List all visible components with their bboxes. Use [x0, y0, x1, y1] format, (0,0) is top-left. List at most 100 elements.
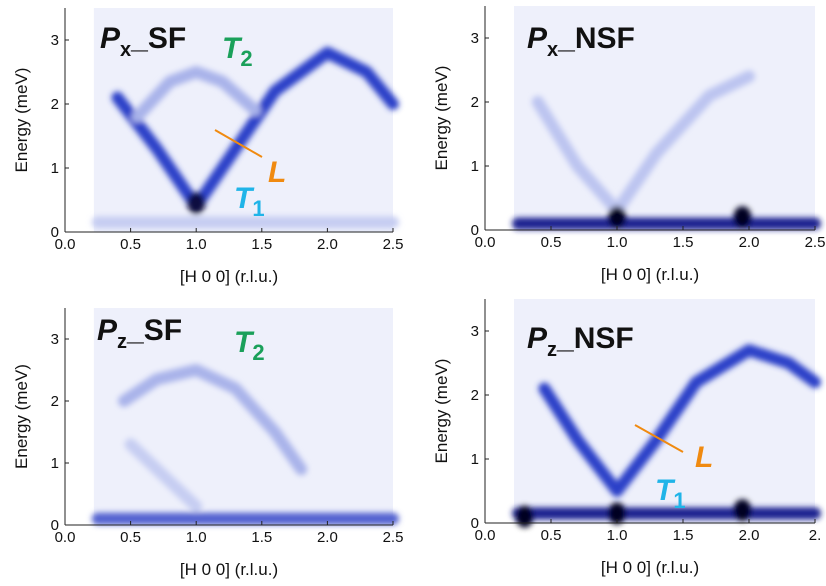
annotation-text: T [234, 326, 255, 359]
spot [733, 499, 752, 522]
x-tick-label: 2.5 [383, 529, 404, 546]
title-sub: z [547, 339, 557, 361]
x-tick-label: 1.0 [186, 236, 207, 253]
x-tick-label: 2.5 [805, 234, 826, 251]
y-tick-label: 1 [471, 451, 479, 468]
y-tick-label: 1 [51, 160, 59, 177]
dispersion-branch [124, 438, 203, 513]
x-tick-label: 1.0 [607, 234, 628, 251]
x-tick-label: 0.5 [541, 527, 562, 544]
title-letter: P [527, 322, 548, 355]
annotation: L [268, 156, 286, 189]
panel: 0.0 0.5 1.0 1.5 2.0 2.5 0 1 2 3 [H 0 0] (r.l.u.) En… [12, 8, 403, 286]
y-axis-label: Energy (meV) [432, 359, 451, 464]
plot-background [93, 8, 393, 232]
title-rest: _SF [126, 314, 182, 347]
x-tick-label: 1.0 [186, 529, 207, 546]
title-rest: _SF [130, 22, 186, 55]
y-tick-label: 2 [51, 393, 59, 410]
y-tick-label: 1 [51, 455, 59, 472]
annotation-text: T [222, 32, 243, 65]
x-tick-label: 2.0 [739, 527, 760, 544]
data-layer [91, 364, 399, 525]
data-layer [512, 70, 821, 230]
dispersion-branch [131, 66, 262, 123]
annotation-text: L [695, 441, 713, 474]
annotation: T2 [234, 326, 265, 365]
title-sub: x [547, 39, 558, 61]
spot [608, 206, 626, 229]
x-axis-label: [H 0 0] (r.l.u.) [180, 267, 278, 286]
x-tick-label: 0.5 [541, 234, 562, 251]
y-tick-label: 3 [471, 30, 479, 47]
y-axis-label: Energy (meV) [12, 364, 31, 469]
panel: 0.0 0.5 1.0 1.5 2.0 2.5 0 1 2 3 [H 0 0] (r.l.u.) En… [432, 6, 825, 284]
x-axis-label: [H 0 0] (r.l.u.) [180, 560, 278, 579]
y-tick-label: 3 [471, 323, 479, 340]
y-tick-label: 0 [471, 515, 479, 532]
annotation: T1 [234, 182, 265, 221]
x-tick-label: 1.5 [673, 527, 694, 544]
x-tick-label: 2.0 [317, 236, 338, 253]
x-tick-label: 2. [809, 527, 822, 544]
panel-title: Pz_SF [97, 314, 182, 353]
dispersion-branch [531, 70, 755, 217]
data-layer [512, 344, 821, 528]
title-rest: _NSF [556, 322, 634, 355]
y-tick-label: 3 [51, 331, 59, 348]
title-letter: P [527, 22, 548, 55]
x-tick-label: 1.0 [607, 527, 628, 544]
annotation: T2 [222, 32, 253, 71]
y-tick-label: 2 [471, 387, 479, 404]
annotation-sub: 1 [252, 196, 264, 221]
x-tick-label: 0.5 [120, 529, 141, 546]
y-axis-label: Energy (meV) [432, 66, 451, 171]
title-letter: P [100, 22, 121, 55]
dispersion-branch [538, 344, 821, 497]
y-tick-label: 3 [51, 32, 59, 49]
x-tick-label: 0.0 [475, 527, 496, 544]
panel-title: Pz_NSF [527, 322, 634, 361]
x-tick-label: 0.0 [55, 236, 76, 253]
x-tick-label: 1.5 [251, 529, 272, 546]
spot [733, 206, 752, 229]
y-tick-label: 0 [51, 517, 59, 534]
x-tick-label: 0.0 [475, 234, 496, 251]
x-tick-label: 1.5 [251, 236, 272, 253]
x-tick-label: 2.0 [739, 234, 760, 251]
panel-title: Px_NSF [527, 22, 635, 61]
y-tick-label: 0 [51, 224, 59, 241]
annotation-text: T [655, 474, 676, 507]
panel: 0.0 0.5 1.0 1.5 2.0 2.5 0 1 2 3 [H 0 0] (r.l.u.) En… [12, 308, 403, 579]
y-tick-label: 2 [51, 96, 59, 113]
annotation: L [695, 441, 713, 474]
x-tick-label: 2.0 [317, 529, 338, 546]
spot [608, 502, 626, 525]
dispersion-branch [118, 364, 308, 476]
x-tick-label: 0.5 [120, 236, 141, 253]
x-tick-label: 0.0 [55, 529, 76, 546]
annotation: T1 [655, 474, 686, 513]
x-tick-label: 2.5 [383, 236, 404, 253]
panel-title: Px_SF [100, 22, 186, 61]
title-rest: _NSF [557, 22, 635, 55]
annotation-text: L [268, 156, 286, 189]
pointer [634, 424, 684, 453]
spot [187, 192, 206, 215]
data-layer [91, 46, 399, 229]
y-tick-label: 2 [471, 94, 479, 111]
dispersion-branch [111, 46, 399, 213]
annotation-sub: 2 [240, 46, 252, 71]
spot [515, 505, 534, 528]
x-tick-label: 1.5 [673, 234, 694, 251]
plot-background [93, 308, 393, 525]
title-letter: P [97, 314, 118, 347]
x-axis-label: [H 0 0] (r.l.u.) [601, 558, 699, 577]
y-tick-label: 0 [471, 222, 479, 239]
title-sub: x [120, 39, 131, 61]
plot-background [514, 6, 815, 230]
title-sub: z [117, 331, 127, 353]
pointer [214, 129, 263, 158]
